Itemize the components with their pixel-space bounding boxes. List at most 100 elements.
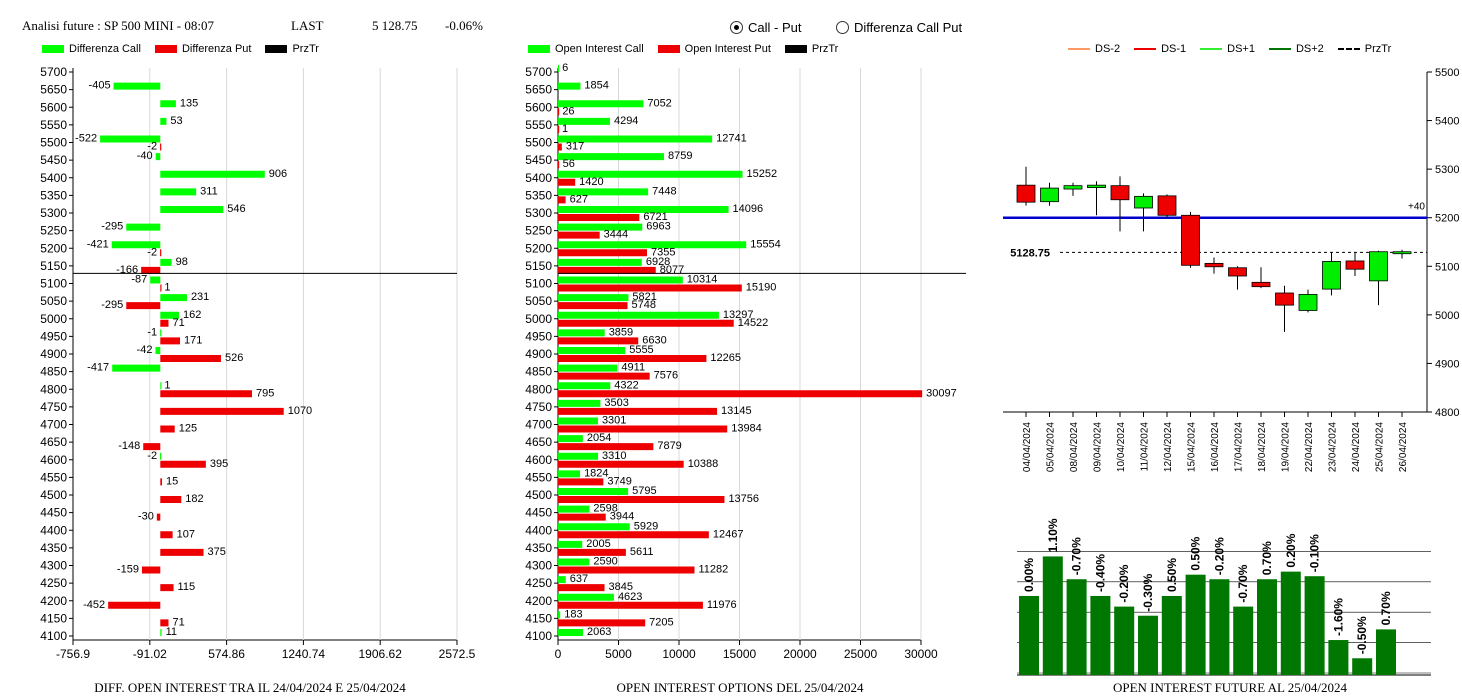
strike-label: 4650 — [525, 435, 552, 449]
bar-value-label: 5821 — [632, 291, 656, 303]
date-label: 23/04/2024 — [1328, 422, 1339, 472]
strike-label: 4550 — [40, 470, 67, 484]
strike-label: 5650 — [40, 83, 67, 97]
put-bar — [558, 231, 600, 239]
strike-label: 5100 — [40, 277, 67, 291]
future-oi-bar — [1138, 615, 1158, 675]
strike-label: 4700 — [525, 418, 552, 432]
future-oi-bar — [1352, 658, 1373, 675]
call-bar — [558, 311, 719, 319]
strike-label: 4750 — [40, 400, 67, 414]
date-label: 25/04/2024 — [1375, 422, 1386, 472]
legend-line — [1337, 48, 1360, 50]
bar-value-label: 71 — [172, 616, 184, 628]
bar-value-label: 7576 — [654, 370, 678, 382]
strike-label: 4750 — [525, 400, 552, 414]
bar-value-label: -2 — [147, 246, 157, 258]
candle-body — [1063, 185, 1083, 190]
legend-item: DS+2 — [1268, 43, 1324, 55]
bar-value-label: 2598 — [593, 503, 617, 515]
date-label: 18/04/2024 — [1257, 422, 1268, 472]
put-bar — [558, 249, 647, 257]
put-bar — [558, 355, 707, 362]
call-bar — [558, 223, 643, 231]
candle-body — [1275, 292, 1294, 306]
radio-unselected-icon[interactable] — [836, 21, 849, 34]
bar-value-label: 7448 — [652, 185, 676, 197]
bar-value-label: 3301 — [602, 415, 626, 427]
call-bar — [558, 629, 583, 636]
radio-difference-label: Differenza Call Put — [854, 20, 963, 35]
future-oi-bar — [1185, 574, 1206, 675]
candle-body — [1110, 185, 1130, 201]
call-bar — [100, 135, 161, 143]
strike-label: 5000 — [40, 312, 67, 326]
future-oi-bar — [1090, 595, 1111, 675]
chart-open-interest-options: 0 5000 10000 15000 20000 25000 300005700565056… — [525, 62, 966, 661]
future-oi-bar — [1280, 571, 1301, 675]
call-bar — [558, 258, 642, 266]
bar-value-label: 8077 — [660, 264, 684, 276]
bar-value-label: -405 — [89, 80, 111, 92]
y-tick-label: 5000 — [1435, 310, 1459, 322]
bar-value-label: 0.00% — [1022, 558, 1036, 592]
legend-item: PrzTr — [1337, 43, 1391, 55]
strike-label: 4900 — [525, 347, 552, 361]
strike-label: 5400 — [40, 171, 67, 185]
y-tick-label: 5300 — [1435, 164, 1459, 176]
bar-value-label: 13756 — [728, 493, 759, 505]
strike-label: 5550 — [525, 118, 552, 132]
put-bar — [141, 566, 161, 574]
strike-label: 4100 — [40, 629, 67, 643]
legend-label: PrzTr — [811, 43, 839, 55]
call-bar — [160, 311, 179, 319]
legend-item: PrzTr — [265, 43, 319, 55]
call-bar — [558, 329, 605, 337]
call-bar — [155, 347, 161, 354]
put-bar — [558, 548, 626, 556]
bar-value-label: 182 — [185, 493, 203, 505]
call-bar — [558, 117, 610, 125]
legend-item: Differenza Call — [42, 43, 141, 55]
bar-value-label: 5795 — [632, 485, 656, 497]
header-bar: Analisi future : SP 500 MINI - 08:07 LAS… — [0, 0, 1462, 40]
put-bar — [160, 619, 169, 627]
call-bar — [558, 188, 649, 196]
put-bar — [160, 390, 252, 398]
legend-swatch — [42, 45, 64, 53]
call-bar — [160, 258, 172, 266]
radio-call-put[interactable]: Call - Put — [730, 20, 801, 35]
bar-value-label: 0.50% — [1165, 558, 1179, 592]
last-value: 5 128.75 — [372, 18, 418, 33]
call-bar — [558, 276, 683, 284]
call-bar — [558, 417, 598, 425]
strike-label: 4350 — [40, 541, 67, 555]
future-oi-bar — [1042, 556, 1063, 675]
bar-value-label: 3944 — [610, 511, 634, 523]
bar-value-label: -42 — [137, 344, 153, 356]
call-bar — [558, 170, 743, 178]
bar-value-label: 2005 — [586, 538, 610, 550]
call-bar — [160, 170, 265, 178]
strike-label: 4400 — [40, 523, 67, 537]
bar-value-label: 637 — [570, 573, 588, 585]
call-bar — [558, 347, 626, 354]
candle-body — [1392, 251, 1412, 255]
call-bar — [558, 558, 590, 566]
bar-value-label: 5748 — [632, 299, 656, 311]
strike-label: 5150 — [525, 259, 552, 273]
radio-difference[interactable]: Differenza Call Put — [836, 20, 962, 35]
strike-label: 5350 — [40, 188, 67, 202]
bar-value-label: 395 — [210, 458, 228, 470]
candle-body — [1228, 267, 1247, 277]
radio-selected-icon[interactable] — [730, 21, 743, 34]
strike-label: 4500 — [40, 488, 67, 502]
date-label: 05/04/2024 — [1046, 422, 1057, 472]
put-bar — [160, 319, 169, 327]
put-bar — [558, 443, 654, 451]
call-bar — [558, 364, 618, 372]
bar-value-label: 0.70% — [1260, 541, 1274, 575]
call-bar — [558, 100, 644, 108]
bar-value-label: 3859 — [609, 326, 633, 338]
put-bar — [160, 531, 173, 539]
